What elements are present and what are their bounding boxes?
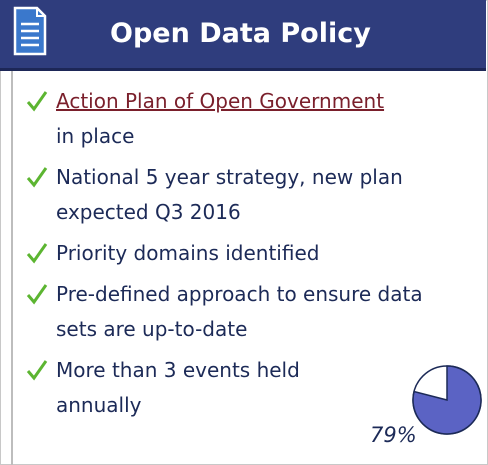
list-item: Priority domains identified: [26, 236, 466, 271]
item-text: Priority domains identified: [56, 241, 320, 265]
check: [26, 360, 48, 381]
list-item: Action Plan of Open Government in place: [26, 84, 466, 154]
link[interactable]: Action Plan of Open Government: [56, 89, 385, 113]
list-item: National 5 year strategy, new plan expec…: [26, 160, 466, 230]
header: Open Data Policy: [0, 0, 486, 71]
divider: [11, 71, 13, 465]
pie-chart: [412, 365, 482, 435]
item-text: in place: [56, 124, 135, 148]
title: Open Data Policy: [110, 18, 371, 49]
check: [26, 284, 48, 305]
check: [26, 91, 48, 112]
pie-slice: [412, 365, 482, 435]
item-text: National 5 year strategy, new plan expec…: [56, 165, 403, 224]
list-item: Pre-defined approach to ensure data sets…: [26, 277, 466, 347]
list-item: More than 3 events held annually: [26, 353, 356, 423]
check: [26, 243, 48, 264]
check: [26, 167, 48, 188]
pie-label: 79%: [370, 423, 417, 447]
item-text: Pre-defined approach to ensure data sets…: [56, 282, 423, 341]
checklist: Action Plan of Open Government in place N…: [26, 84, 466, 429]
item-text: More than 3 events held annually: [56, 358, 300, 417]
document-icon: [13, 6, 47, 56]
